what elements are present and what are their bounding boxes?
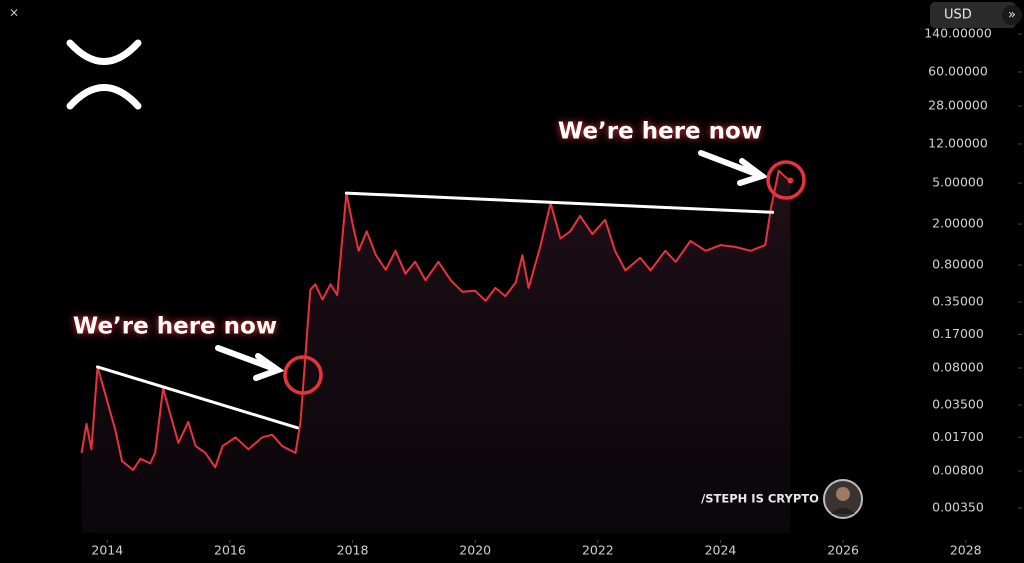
area-layer [81,170,791,533]
arrow-head [737,158,769,186]
x-tick-label: 2020 [459,543,491,558]
x-tick-label: 2016 [214,543,246,558]
logo-bottom [66,84,142,110]
arrow-shaft [215,345,275,371]
y-tick-label: 140.00000 [924,26,992,41]
avatar-body [831,508,855,514]
trend-line [96,365,299,430]
arrow-shaft [698,150,759,177]
xrp-logo [66,39,142,110]
annotation-arrow [215,345,285,381]
currency-button[interactable] [930,2,1016,28]
trend-line [344,191,775,214]
annotation-arrow [698,150,769,186]
arrow-head [253,353,285,381]
annotation-text: We’re here now [558,119,762,145]
x-tick-label: 2026 [827,543,859,558]
annotation-text: We’re here now [73,314,277,340]
close-icon[interactable]: × [9,6,19,20]
avatar-face [836,487,850,501]
y-tick-label: 60.00000 [928,63,988,78]
highlight-circle [283,355,323,395]
y-tick-label: 5.00000 [932,175,984,190]
area-fill [81,170,791,533]
y-tick-label: 28.00000 [928,98,988,113]
last-point [787,177,794,184]
y-tick-label: 12.00000 [928,135,988,150]
plot-layer [80,169,794,471]
y-tick-label: 0.03500 [932,397,984,412]
y-tick-label: 0.00800 [932,463,984,478]
y-tick-label: 0.80000 [932,257,984,272]
y-tick-label: 0.01700 [932,429,984,444]
logo-top [66,39,142,65]
y-tick-label: 0.35000 [932,294,984,309]
price-line [80,169,791,471]
watermark: /STEPH IS CRYPTO [701,492,819,506]
x-tick-label: 2018 [337,543,369,558]
y-tick-label: 0.17000 [932,326,984,341]
x-tick-label: 2022 [582,543,614,558]
y-tick-label: 0.00350 [932,499,984,514]
x-tick-label: 2028 [950,543,982,558]
y-tick-label: 2.00000 [932,216,984,231]
x-tick-label: 2014 [91,543,123,558]
expand-button[interactable] [1002,5,1022,25]
x-tick-label: 2024 [705,543,737,558]
currency-label: USD [944,8,972,23]
highlight-circle [766,160,806,200]
y-tick-label: 0.08000 [932,360,984,375]
expand-icon: » [1008,8,1016,23]
